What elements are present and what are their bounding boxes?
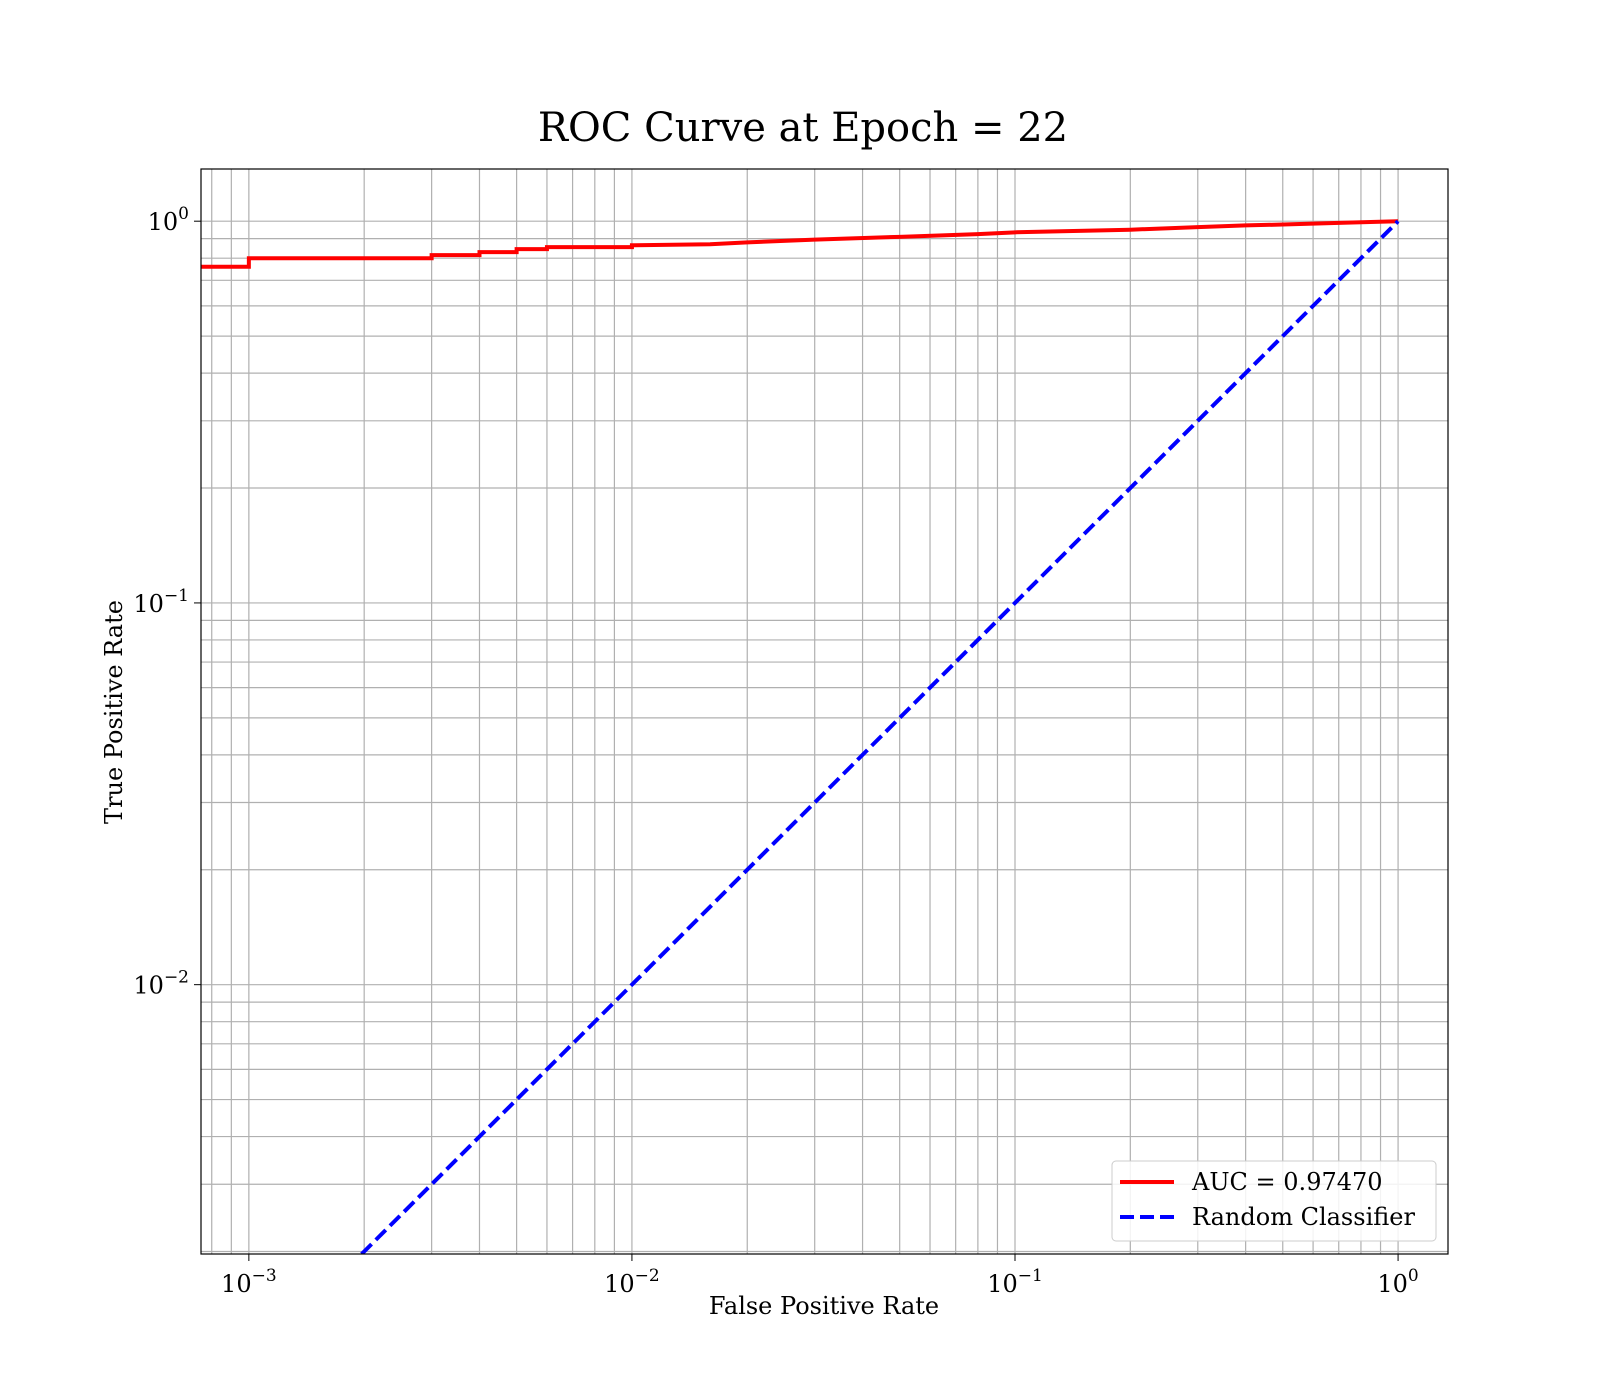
x-axis-label: False Positive Rate — [709, 1292, 939, 1320]
y-tick-label: 10−1 — [133, 586, 189, 618]
x-tick-label: 100 — [1377, 1266, 1418, 1298]
random-classifier-line — [360, 219, 1400, 1254]
legend-box — [1111, 1160, 1437, 1242]
roc-curve-line — [201, 219, 1399, 269]
y-tick-label: 100 — [148, 204, 189, 236]
legend-label-auc: AUC = 0.97470 — [1191, 1168, 1383, 1196]
x-tick-label: 10−3 — [221, 1266, 277, 1298]
x-tick-label: 10−2 — [604, 1266, 660, 1298]
x-tick-label: 10−1 — [987, 1266, 1043, 1298]
plot-lines — [201, 219, 1400, 1254]
x-axis-ticks: 10−3 10−2 10−1 100 — [221, 1254, 1419, 1298]
grid — [201, 169, 1448, 1254]
y-axis-ticks: 10−2 10−1 100 — [133, 204, 201, 1000]
plot-frame — [200, 168, 1449, 1255]
legend-label-random: Random Classifier — [1192, 1203, 1415, 1231]
y-axis-label: True Positive Rate — [100, 600, 128, 824]
y-tick-label: 10−2 — [133, 968, 189, 1000]
legend: AUC = 0.97470 Random Classifier — [1111, 1160, 1437, 1242]
chart-title: ROC Curve at Epoch = 22 — [538, 105, 1068, 151]
